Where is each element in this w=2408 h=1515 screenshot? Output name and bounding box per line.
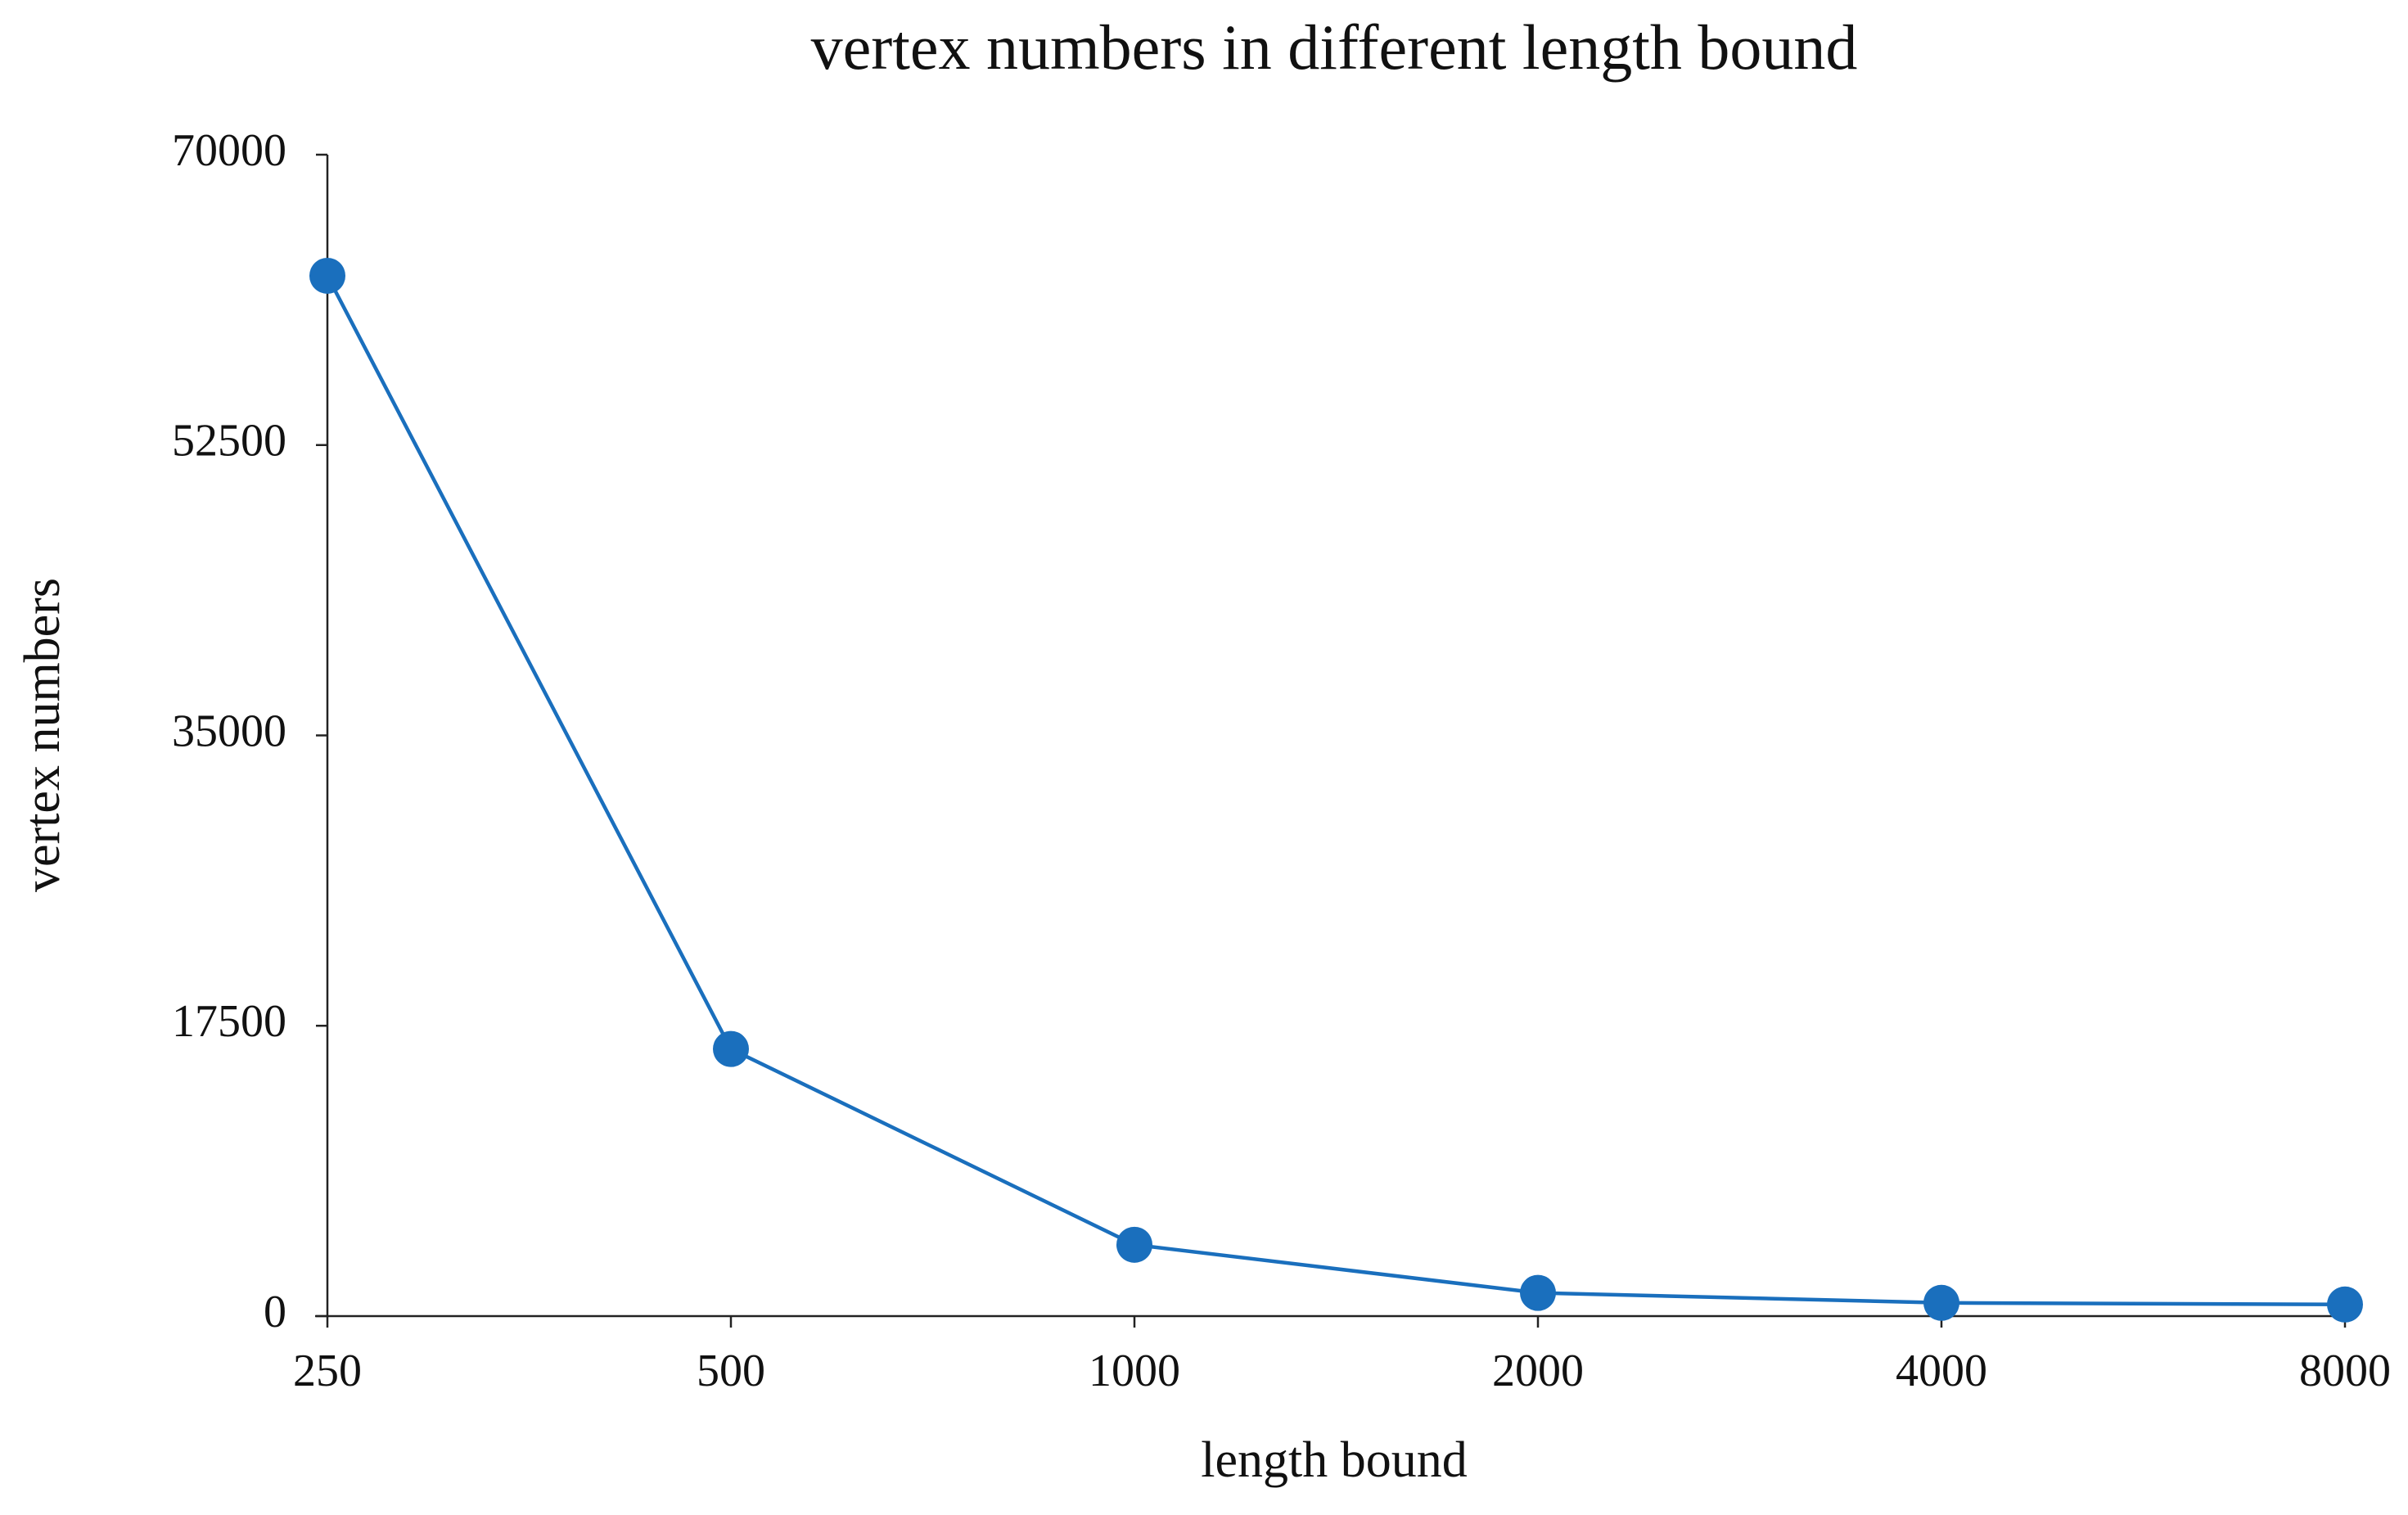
point [1116, 1226, 1152, 1263]
x-tick-label: 2000 [1492, 1346, 1584, 1396]
x-tick-label: 4000 [1896, 1346, 1987, 1396]
y-axis-label: vertex numbers [15, 578, 70, 892]
x-tick-label: 1000 [1089, 1346, 1180, 1396]
point [2327, 1286, 2363, 1323]
point [309, 257, 345, 294]
point [1923, 1284, 1959, 1321]
point [713, 1030, 749, 1067]
chart-title: vertex numbers in different length bound [811, 11, 1858, 83]
y-tick-label: 0 [264, 1287, 286, 1337]
line [326, 274, 2346, 1307]
x-tick-label: 8000 [2299, 1346, 2391, 1396]
x-tick-label: 500 [697, 1346, 765, 1396]
x-axis-label: length bound [1201, 1432, 1467, 1488]
y-tick-label: 35000 [172, 706, 286, 756]
y-tick-label: 70000 [172, 125, 286, 176]
point [1520, 1274, 1556, 1311]
x-tick-label: 250 [293, 1346, 362, 1396]
y-tick-label: 52500 [172, 416, 286, 467]
y-tick-label: 17500 [172, 996, 286, 1047]
